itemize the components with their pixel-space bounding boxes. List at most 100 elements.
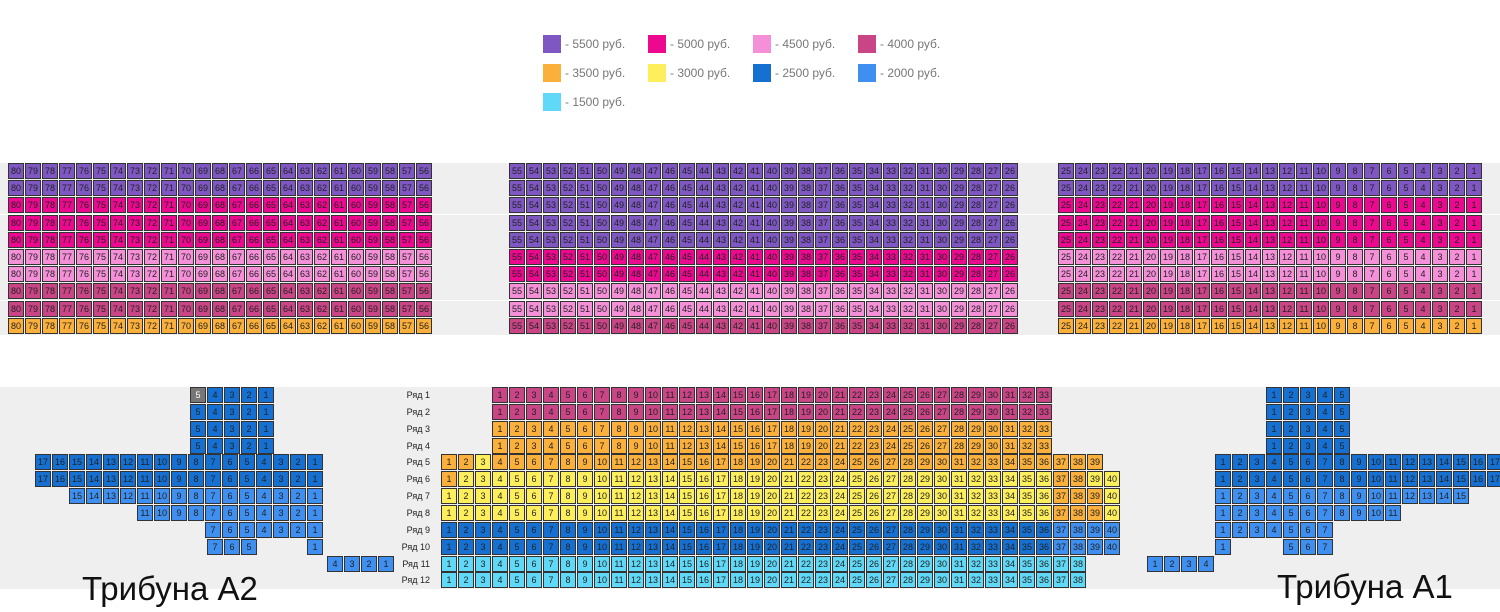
seat[interactable]: 23 [1092, 163, 1108, 179]
seat[interactable]: 31 [951, 505, 967, 521]
seat[interactable]: 12 [679, 421, 695, 437]
seat[interactable]: 69 [195, 197, 211, 213]
seat[interactable]: 24 [1075, 197, 1091, 213]
seat[interactable]: 36 [1036, 471, 1052, 487]
seat[interactable]: 6 [1381, 249, 1397, 265]
seat[interactable]: 35 [849, 215, 865, 231]
seat[interactable]: 79 [25, 232, 41, 248]
seat[interactable]: 36 [832, 180, 848, 196]
seat[interactable]: 47 [645, 163, 661, 179]
seat[interactable]: 21 [781, 539, 797, 555]
seat[interactable]: 25 [1058, 301, 1074, 317]
seat[interactable]: 28 [900, 522, 916, 538]
seat[interactable]: 52 [560, 283, 576, 299]
seat[interactable]: 71 [161, 249, 177, 265]
seat[interactable]: 23 [1092, 180, 1108, 196]
seat[interactable]: 26 [866, 505, 882, 521]
seat[interactable]: 34 [1002, 522, 1018, 538]
seat[interactable]: 13 [645, 572, 661, 588]
seat[interactable]: 21 [1126, 232, 1142, 248]
seat[interactable]: 6 [1300, 522, 1316, 538]
seat[interactable]: 2 [509, 438, 525, 454]
seat[interactable]: 21 [781, 471, 797, 487]
seat[interactable]: 12 [1279, 318, 1295, 334]
seat[interactable]: 34 [866, 266, 882, 282]
seat[interactable]: 6 [1381, 266, 1397, 282]
seat[interactable]: 8 [1347, 266, 1363, 282]
seat[interactable]: 3 [1249, 522, 1265, 538]
seat[interactable]: 4 [492, 454, 508, 470]
seat[interactable]: 8 [188, 505, 204, 521]
seat[interactable]: 3 [475, 471, 491, 487]
seat[interactable]: 6 [222, 488, 238, 504]
seat[interactable]: 15 [1228, 215, 1244, 231]
seat[interactable]: 30 [985, 387, 1001, 403]
seat[interactable]: 2 [1449, 266, 1465, 282]
seat[interactable]: 30 [934, 232, 950, 248]
seat[interactable]: 76 [76, 283, 92, 299]
seat[interactable]: 58 [382, 283, 398, 299]
seat[interactable]: 5 [509, 539, 525, 555]
seat[interactable]: 41 [747, 180, 763, 196]
seat[interactable]: 67 [229, 180, 245, 196]
seat[interactable]: 20 [764, 454, 780, 470]
seat[interactable]: 34 [1002, 471, 1018, 487]
seat[interactable]: 11 [137, 505, 153, 521]
seat[interactable]: 2 [1232, 471, 1248, 487]
seat[interactable]: 42 [730, 301, 746, 317]
seat[interactable]: 5 [239, 488, 255, 504]
seat[interactable]: 45 [679, 197, 695, 213]
seat[interactable]: 68 [212, 180, 228, 196]
seat[interactable]: 20 [1143, 215, 1159, 231]
seat[interactable]: 25 [849, 505, 865, 521]
seat[interactable]: 24 [832, 454, 848, 470]
seat[interactable]: 31 [951, 488, 967, 504]
seat[interactable]: 39 [781, 266, 797, 282]
seat[interactable]: 2 [1232, 522, 1248, 538]
seat[interactable]: 35 [849, 232, 865, 248]
seat[interactable]: 80 [8, 266, 24, 282]
seat[interactable]: 61 [331, 197, 347, 213]
seat[interactable]: 72 [144, 249, 160, 265]
seat[interactable]: 4 [1415, 283, 1431, 299]
seat[interactable]: 33 [1036, 404, 1052, 420]
seat[interactable]: 72 [144, 180, 160, 196]
seat[interactable]: 19 [798, 438, 814, 454]
seat[interactable]: 43 [713, 197, 729, 213]
seat[interactable]: 24 [883, 421, 899, 437]
seat[interactable]: 16 [1211, 249, 1227, 265]
seat[interactable]: 76 [76, 301, 92, 317]
seat[interactable]: 25 [849, 454, 865, 470]
seat[interactable]: 5 [1398, 197, 1414, 213]
seat[interactable]: 9 [1330, 266, 1346, 282]
seat[interactable]: 34 [866, 197, 882, 213]
seat[interactable]: 26 [1002, 215, 1018, 231]
seat[interactable]: 9 [1330, 232, 1346, 248]
seat[interactable]: 14 [86, 454, 102, 470]
seat[interactable]: 53 [543, 180, 559, 196]
seat[interactable]: 23 [866, 421, 882, 437]
seat[interactable]: 77 [59, 197, 75, 213]
seat[interactable]: 13 [645, 539, 661, 555]
seat[interactable]: 28 [900, 539, 916, 555]
seat[interactable]: 40 [1104, 488, 1120, 504]
seat[interactable]: 45 [679, 283, 695, 299]
seat[interactable]: 15 [69, 471, 85, 487]
seat[interactable]: 7 [1317, 522, 1333, 538]
seat[interactable]: 36 [1036, 556, 1052, 572]
seat[interactable]: 71 [161, 197, 177, 213]
seat[interactable]: 38 [798, 283, 814, 299]
seat[interactable]: 17 [764, 438, 780, 454]
seat[interactable]: 57 [399, 180, 415, 196]
seat[interactable]: 5 [1398, 249, 1414, 265]
seat[interactable]: 7 [1364, 180, 1380, 196]
seat[interactable]: 7 [1317, 471, 1333, 487]
seat[interactable]: 45 [679, 180, 695, 196]
seat[interactable]: 32 [968, 505, 984, 521]
seat[interactable]: 63 [297, 215, 313, 231]
seat[interactable]: 46 [662, 180, 678, 196]
seat[interactable]: 24 [832, 539, 848, 555]
seat[interactable]: 62 [314, 215, 330, 231]
seat[interactable]: 3 [475, 556, 491, 572]
seat[interactable]: 12 [1279, 283, 1295, 299]
